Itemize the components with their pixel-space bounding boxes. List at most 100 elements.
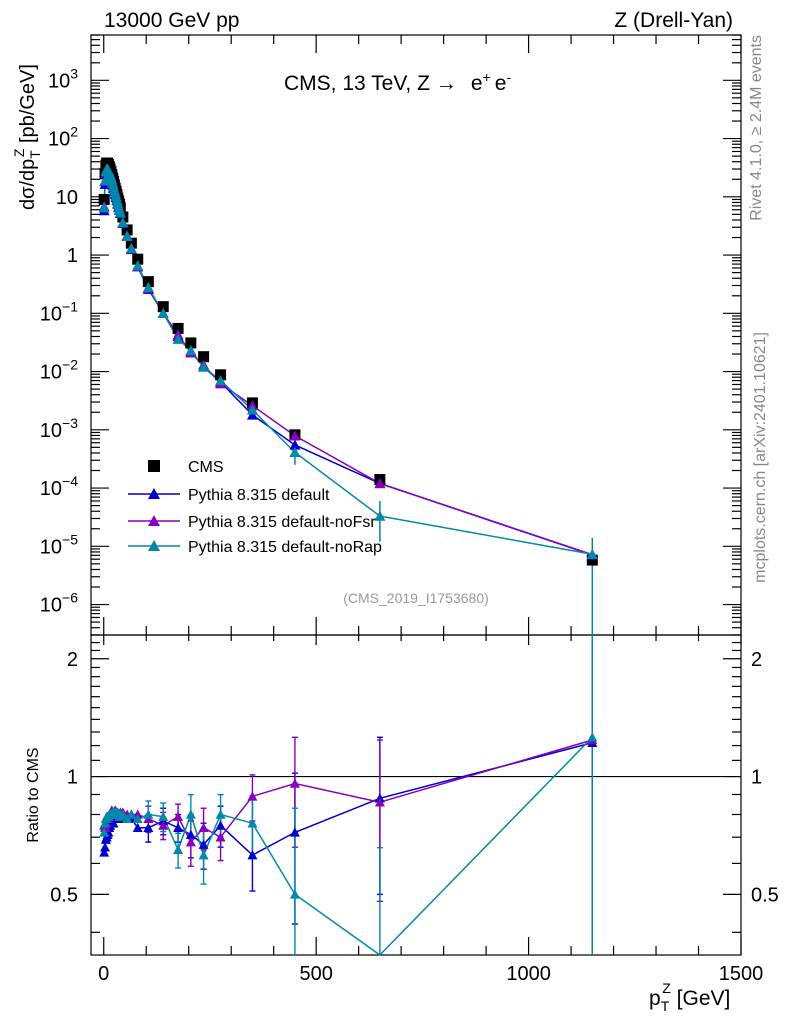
y-tick-label: 102 xyxy=(48,124,78,151)
point-cms xyxy=(157,301,169,313)
point-pythia-8-315-default-norap xyxy=(198,361,210,372)
point-pythia-8-315-default-norap xyxy=(157,307,169,318)
ratio-point-pythia-8-315-default-norap xyxy=(99,827,110,837)
point-pythia-8-315-default-nofsr xyxy=(289,430,301,441)
beam-label: 13000 GeV pp xyxy=(104,9,239,32)
upper-ylabel-sub: T xyxy=(27,150,43,159)
ratio-tick-label-left: 1 xyxy=(67,767,78,789)
ratio-point-pythia-8-315-default-norap xyxy=(126,809,137,819)
legend-marker-cms xyxy=(148,460,160,472)
y-tick-base: 1 xyxy=(67,245,78,267)
y-tick-label: 10 xyxy=(56,187,78,209)
plot-title-text: CMS, 13 TeV, Z xyxy=(284,72,430,95)
y-tick-label: 103 xyxy=(48,65,78,92)
y-tick-base: 10 xyxy=(40,595,62,617)
point-pythia-8-315-default-norap xyxy=(117,217,129,228)
y-tick-base: 10 xyxy=(40,303,62,325)
line-pythia-8-315-default-norap xyxy=(103,168,593,555)
ratio-point-pythia-8-315-default-norap xyxy=(289,889,300,899)
point-pythia-8-315-default-norap xyxy=(586,548,598,559)
y-tick-exponent: −6 xyxy=(62,590,78,606)
point-pythia-8-315-default-norap xyxy=(185,344,197,356)
plot-title: CMS, 13 TeV, Z → e+ e- xyxy=(284,69,511,95)
y-tick-base: 10 xyxy=(40,478,62,500)
ratio-point-pythia-8-315-default xyxy=(247,850,258,860)
ratio-line-pythia-8-315-default xyxy=(103,742,593,857)
point-cms xyxy=(215,369,227,381)
point-pythia-8-315-default-norap xyxy=(98,202,110,213)
ratio-series xyxy=(99,635,598,956)
x-tick-label: 0 xyxy=(98,963,109,985)
legend-label-norap: Pythia 8.315 default-noRap xyxy=(188,539,382,556)
y-tick-base: 10 xyxy=(48,70,70,92)
y-tick-base: 10 xyxy=(40,536,62,558)
ratio-point-pythia-8-315-default-norap xyxy=(185,809,196,819)
point-cms xyxy=(98,193,110,205)
point-pythia-8-315-default-norap xyxy=(172,333,184,344)
xlabel-sup: Z xyxy=(662,980,671,996)
point-pythia-8-315-default-norap xyxy=(121,230,133,241)
y-tick-exponent: 2 xyxy=(70,124,78,140)
ratio-point-pythia-8-315-default xyxy=(185,829,196,840)
xlabel-post: [GeV] xyxy=(671,987,731,1010)
legend-marker-nofsr xyxy=(148,515,160,526)
point-pythia-8-315-default-norap xyxy=(246,404,258,415)
point-cms xyxy=(185,337,197,349)
process-label: Z (Drell-Yan) xyxy=(614,9,733,32)
ratio-tick-label-left: 0.5 xyxy=(50,884,78,906)
point-cms xyxy=(132,253,144,265)
y-tick-exponent: 3 xyxy=(70,65,78,81)
ratio-point-pythia-8-315-default-nofsr xyxy=(185,837,196,847)
plot-title-arrow: → xyxy=(436,72,457,95)
upper-ylabel: dσ/dpTZ [pb/GeV] xyxy=(11,64,43,210)
point-pythia-8-315-default-norap xyxy=(125,242,137,254)
point-cms xyxy=(172,322,184,334)
plot-title-minus: - xyxy=(506,69,511,85)
point-pythia-8-315-default-norap xyxy=(215,375,227,386)
ratio-point-pythia-8-315-default-norap xyxy=(143,809,154,819)
point-pythia-8-315-default-nofsr xyxy=(374,477,386,489)
ratio-point-pythia-8-315-default-norap xyxy=(215,809,226,819)
y-tick-label: 10−3 xyxy=(40,415,78,442)
ratio-point-pythia-8-315-default-nofsr xyxy=(198,822,209,832)
ratio-point-pythia-8-315-default-nofsr xyxy=(247,791,258,801)
y-tick-exponent: −2 xyxy=(62,357,78,373)
ratio-point-pythia-8-315-default-norap xyxy=(587,732,598,742)
xlabel: pTZ [GeV] xyxy=(649,980,730,1014)
ratio-point-pythia-8-315-default-norap xyxy=(132,813,143,824)
ratio-point-pythia-8-315-default xyxy=(215,820,226,830)
plot-title-plus: + xyxy=(483,69,491,85)
upper-ylabel-pre: dσ/dp xyxy=(17,159,39,210)
ratio-point-pythia-8-315-default xyxy=(100,842,111,852)
ratio-point-pythia-8-315-default xyxy=(143,822,154,832)
upper-ylabel-post: [pb/GeV] xyxy=(17,64,39,149)
legend-marker-norap xyxy=(148,540,160,551)
legend-label-default: Pythia 8.315 default xyxy=(188,487,330,504)
line-pythia-8-315-default-nofsr xyxy=(103,168,593,556)
point-pythia-8-315-default xyxy=(289,439,301,450)
x-tick-label: 1000 xyxy=(506,963,551,985)
ratio-point-pythia-8-315-default-norap xyxy=(173,844,184,855)
ratio-tick-label-left: 2 xyxy=(67,649,78,671)
point-cms xyxy=(198,351,210,363)
ratio-point-pythia-8-315-default-nofsr xyxy=(289,778,300,788)
rivet-version: Rivet 4.1.0, ≥ 2.4M events xyxy=(748,35,765,221)
x-tick-label: 1500 xyxy=(719,963,764,985)
ratio-point-pythia-8-315-default xyxy=(198,839,209,849)
mcplots-credit: mcplots.cern.ch [arXiv:2401.10621] xyxy=(752,332,769,583)
ratio-tick-label-right: 2 xyxy=(751,649,762,671)
point-pythia-8-315-default-norap xyxy=(142,281,154,292)
axis-ticks: 0 500 1000 150010310210110−110−210−310−410−… xyxy=(40,34,779,985)
y-tick-exponent: −4 xyxy=(62,473,78,489)
ratio-point-pythia-8-315-default-norap xyxy=(198,850,209,860)
ratio-point-pythia-8-315-default xyxy=(132,822,143,832)
y-tick-exponent: −5 xyxy=(62,531,78,547)
plot-title-electron2: e xyxy=(495,72,507,95)
legend-label-cms: CMS xyxy=(188,459,224,476)
y-tick-label: 10−1 xyxy=(40,298,78,325)
ratio-point-pythia-8-315-default-nofsr xyxy=(215,832,226,842)
legend: CMS Pythia 8.315 default Pythia 8.315 de… xyxy=(128,459,382,556)
y-tick-exponent: −1 xyxy=(62,298,78,314)
legend-label-nofsr: Pythia 8.315 default-noFsr xyxy=(188,514,376,531)
